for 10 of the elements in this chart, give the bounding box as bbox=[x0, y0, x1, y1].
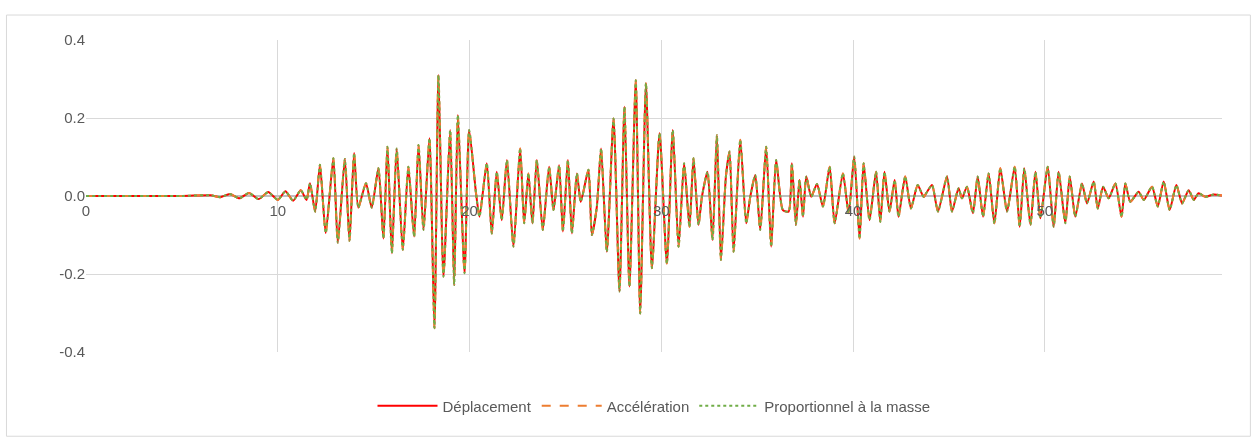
y-tick-label: -0.2 bbox=[59, 265, 85, 283]
y-tick-label: 0.0 bbox=[64, 187, 85, 205]
x-tick-label: 0 bbox=[81, 202, 91, 219]
x-tick-label: 10 bbox=[269, 202, 287, 219]
y-tick-label: 0.2 bbox=[64, 109, 85, 127]
legend-label: Déplacement bbox=[442, 397, 532, 415]
legend-label: Proportionnel à la masse bbox=[764, 397, 931, 415]
legend-label: Accélération bbox=[606, 397, 690, 415]
y-tick-label: -0.4 bbox=[59, 343, 85, 361]
y-tick-label: 0.4 bbox=[64, 31, 85, 49]
